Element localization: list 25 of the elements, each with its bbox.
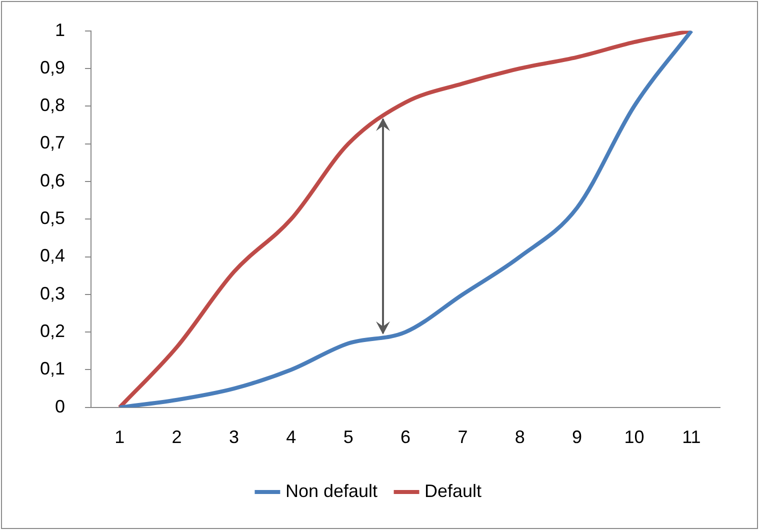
line-series <box>118 30 694 408</box>
legend-label: Default <box>424 480 482 501</box>
x-tick-label: 9 <box>572 427 582 448</box>
x-tick-label: 4 <box>286 427 296 448</box>
x-tick-label: 7 <box>458 427 468 448</box>
y-tick-label: 0,2 <box>40 321 66 342</box>
y-tick-label: 0 <box>55 396 66 416</box>
legend-label: Non default <box>285 480 378 501</box>
x-tick-label: 10 <box>624 427 644 448</box>
x-tick-label: 5 <box>343 427 354 448</box>
y-tick-label: 0,7 <box>40 132 66 153</box>
x-tick-label: 11 <box>682 427 701 448</box>
y-tick-label: 0,5 <box>40 208 66 228</box>
y-tick-label: 0,6 <box>40 170 66 190</box>
x-tick-label: 3 <box>228 427 239 448</box>
y-tick-label: 1 <box>55 20 66 40</box>
y-tick-label: 0,1 <box>40 358 66 379</box>
x-tick-label: 2 <box>172 427 182 448</box>
y-tick-label: 0,4 <box>40 246 66 266</box>
x-tick-label: 8 <box>514 427 525 448</box>
y-tick-label: 0,9 <box>40 57 66 78</box>
x-tick-label: 6 <box>400 427 411 448</box>
y-tick-label: 0,3 <box>40 283 66 304</box>
y-tick-label: 0,8 <box>40 95 66 116</box>
x-tick-label: 1 <box>114 427 125 448</box>
